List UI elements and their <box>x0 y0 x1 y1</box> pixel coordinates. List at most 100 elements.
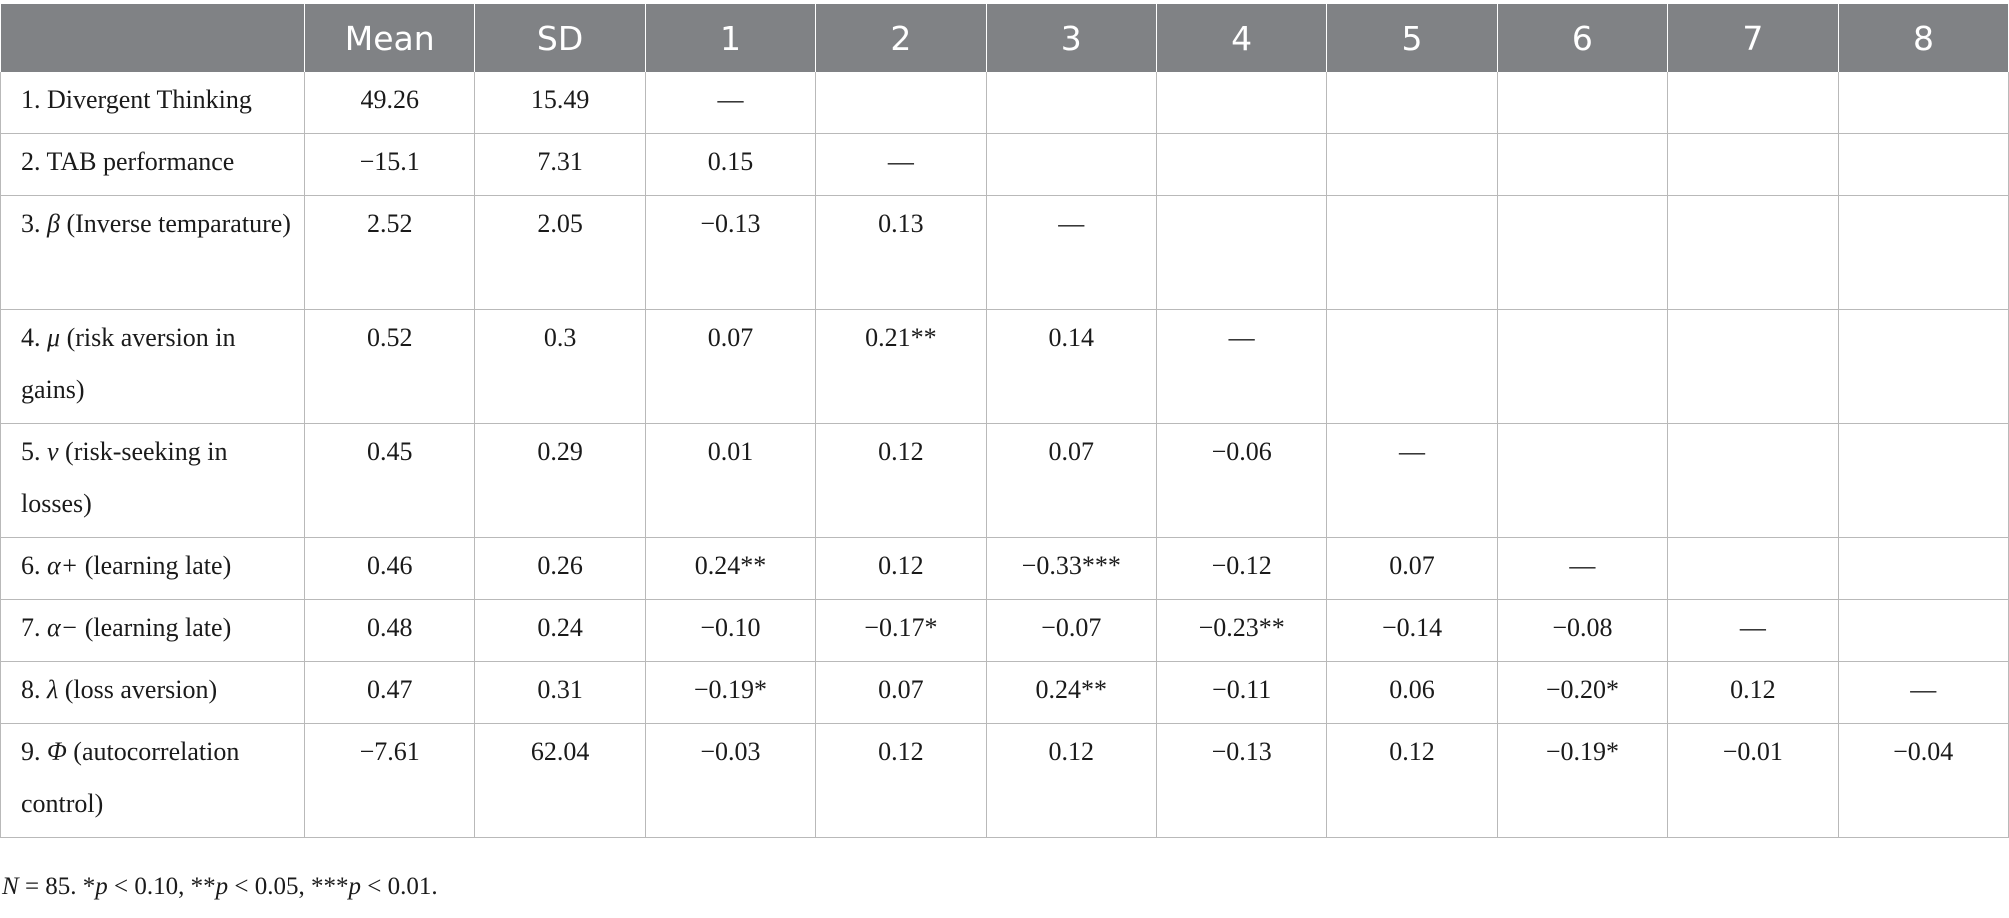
cell-value: −0.07 <box>1041 613 1102 642</box>
cell-value: — <box>1739 613 1766 642</box>
cell-value: −0.13 <box>1211 737 1272 766</box>
table-row: 1. Divergent Thinking 49.26 15.49 — <box>0 72 2009 134</box>
row-label-cell: 9. Φ (autocorrelation control) <box>0 723 305 838</box>
footnote-p-symbol-2: p <box>215 873 229 900</box>
table-cell: 0.21** <box>815 309 987 424</box>
cell-value: −0.23** <box>1198 613 1285 642</box>
cell-value: 2.52 <box>366 209 413 238</box>
table-cell: 0.07 <box>1326 537 1498 600</box>
header-cell-3: 3 <box>985 4 1157 72</box>
table-cell: 0.07 <box>815 661 987 724</box>
row-number: 4. <box>21 323 41 352</box>
row-parameter-symbol: α+ <box>47 551 79 580</box>
cell-value: −0.33*** <box>1021 551 1121 580</box>
table-cell <box>1496 423 1669 538</box>
table-cell: 0.01 <box>644 423 817 538</box>
table-row: 3. β (Inverse temparature) 2.52 2.05 −0.13 0… <box>0 195 2009 310</box>
table-cell: −0.03 <box>644 723 817 838</box>
header-cell-sd: SD <box>474 4 646 72</box>
row-label-text: (risk aversion in gains) <box>21 323 236 404</box>
row-label-cell: 7. α− (learning late) <box>0 599 305 662</box>
table-cell: — <box>985 195 1157 310</box>
cell-value: 0.06 <box>1389 675 1435 704</box>
cell-value: −0.14 <box>1381 613 1443 642</box>
cell-value: — <box>1910 675 1937 704</box>
table-cell: −0.08 <box>1496 599 1669 662</box>
table-cell: 0.24** <box>644 537 817 600</box>
cell-value: 0.26 <box>537 551 583 580</box>
cell-value: −0.10 <box>700 613 761 642</box>
row-number: 2. <box>21 147 41 176</box>
header-cell-label <box>0 4 305 72</box>
cell-value: 0.24 <box>537 613 583 642</box>
row-label-cell: 1. Divergent Thinking <box>0 72 305 134</box>
table-cell <box>1326 72 1498 134</box>
row-number: 6. <box>21 551 41 580</box>
cell-value: 0.21** <box>865 323 937 352</box>
footnote-text-2: < 0.10, ** <box>107 873 216 900</box>
header-cell-2: 2 <box>815 4 987 72</box>
header-cell-6: 6 <box>1496 4 1668 72</box>
cell-value: −15.1 <box>359 147 420 176</box>
cell-value: −0.17* <box>864 613 938 642</box>
table-cell <box>1837 72 2009 134</box>
cell-value: −0.19* <box>1545 737 1620 766</box>
cell-value: −0.12 <box>1211 551 1272 580</box>
cell-value: 0.12 <box>878 551 924 580</box>
cell-value: 0.3 <box>543 323 577 352</box>
table-header-row: Mean SD 1 2 3 4 5 6 7 8 <box>0 4 2009 72</box>
table-cell: 0.12 <box>815 723 987 838</box>
cell-value: 49.26 <box>360 85 419 114</box>
table-cell <box>1837 195 2009 310</box>
row-parameter-symbol: α− <box>47 613 79 642</box>
header-cell-5: 5 <box>1326 4 1498 72</box>
cell-value: 0.45 <box>366 437 413 466</box>
cell-value: −0.04 <box>1893 737 1954 766</box>
table-cell <box>1837 309 2009 424</box>
cell-value: −0.08 <box>1552 613 1613 642</box>
cell-value: 0.14 <box>1048 323 1095 352</box>
row-label: 8. λ (loss aversion) <box>21 664 292 716</box>
row-label-text: (risk-seeking in losses) <box>21 437 228 518</box>
table-cell <box>1667 195 1839 310</box>
table-cell: 15.49 <box>474 72 646 134</box>
table-cell: −0.11 <box>1155 661 1328 724</box>
table-cell: 0.24** <box>985 661 1157 724</box>
table-cell: 0.3 <box>474 309 646 424</box>
cell-value: −0.06 <box>1211 437 1272 466</box>
table-cell: 0.31 <box>474 661 646 724</box>
cell-value: 0.12 <box>878 737 924 766</box>
table-cell <box>1496 195 1669 310</box>
row-number: 9. <box>21 737 41 766</box>
table-row: 6. α+ (learning late) 0.46 0.26 0.24** 0.12 −… <box>0 537 2009 600</box>
cell-value: — <box>1058 209 1085 238</box>
table-cell: 2.05 <box>474 195 646 310</box>
row-parameter-symbol: μ <box>47 323 61 352</box>
header-cell-4: 4 <box>1155 4 1327 72</box>
table-cell: — <box>1326 423 1498 538</box>
table-cell: −0.07 <box>985 599 1157 662</box>
table-cell: 0.07 <box>985 423 1157 538</box>
table-cell: 0.12 <box>815 537 987 600</box>
table-cell: −0.13 <box>1155 723 1328 838</box>
table-cell: — <box>1496 537 1669 600</box>
cell-value: — <box>1399 437 1426 466</box>
row-number: 7. <box>21 613 41 642</box>
footnote-text-4: < 0.01. <box>361 873 438 900</box>
table-row: 2. TAB performance −15.1 7.31 0.15 — <box>0 133 2009 196</box>
row-label: 5. ν (risk-seeking in losses) <box>21 426 292 530</box>
cell-value: 0.07 <box>707 323 754 352</box>
row-parameter-symbol: Φ <box>47 737 67 766</box>
table-cell: 0.12 <box>1326 723 1498 838</box>
cell-value: 0.48 <box>366 613 413 642</box>
footnote-n-symbol: N <box>2 873 19 900</box>
cell-value: 0.24** <box>1035 675 1108 704</box>
table-cell: — <box>644 72 817 134</box>
table-cell: — <box>1837 661 2009 724</box>
table-cell: −0.23** <box>1155 599 1328 662</box>
table-cell: 49.26 <box>303 72 476 134</box>
table-cell: −7.61 <box>303 723 476 838</box>
table-cell <box>985 72 1157 134</box>
cell-value: 0.15 <box>707 147 754 176</box>
row-label-cell: 5. ν (risk-seeking in losses) <box>0 423 305 538</box>
